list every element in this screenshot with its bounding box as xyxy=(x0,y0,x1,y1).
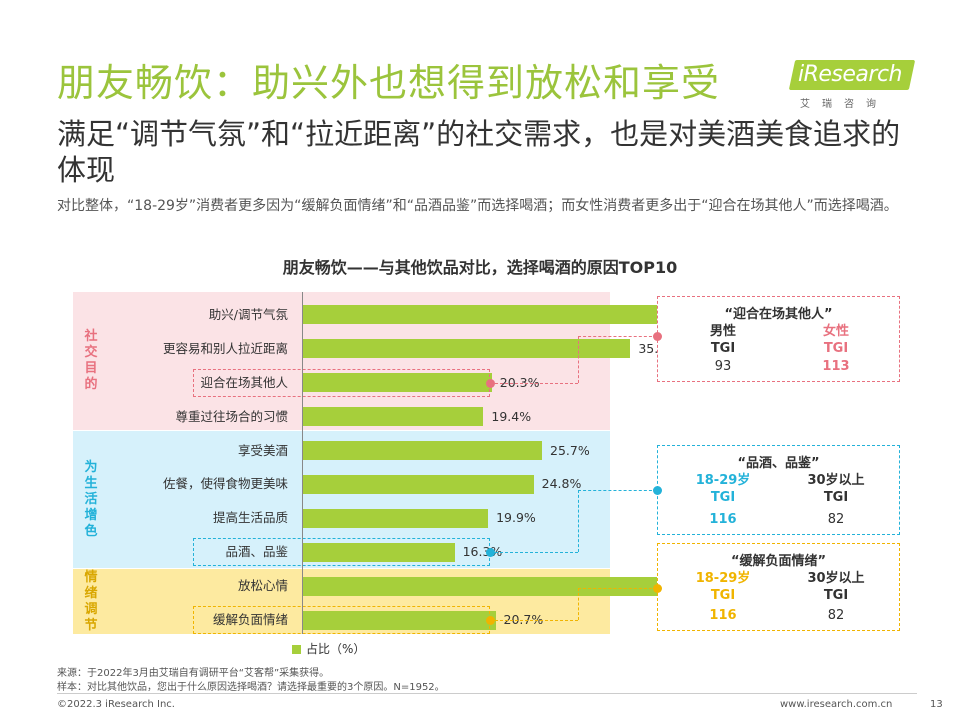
page-title: 朋友畅饮：助兴外也想得到放松和享受 xyxy=(57,61,721,105)
tgi-value: 113 xyxy=(822,359,850,374)
bar-category-label: 更容易和别人拉近距离 xyxy=(162,340,288,356)
bar xyxy=(303,542,455,562)
page-number: 13 xyxy=(930,699,943,710)
bar-category-label: 尊重过往场合的习惯 xyxy=(175,408,288,424)
copyright: ©2022.3 iResearch Inc. xyxy=(57,699,175,710)
tgi-column-header-line: 18-29岁 xyxy=(695,571,751,586)
connector-line xyxy=(578,490,657,491)
tgi-column-header: 女性 TGI xyxy=(781,323,891,357)
logo-subtext: 艾瑞咨询 xyxy=(800,99,888,110)
tgi-column-header: 30岁以上 TGI xyxy=(781,570,891,604)
tgi-value: 116 xyxy=(709,608,737,623)
legend-label: 占比（%） xyxy=(306,642,366,656)
connector-line xyxy=(578,490,579,553)
connector-dot xyxy=(653,332,662,341)
footer-divider xyxy=(57,693,917,694)
tgi-panel-title: “迎合在场其他人” xyxy=(724,307,833,322)
tgi-column-header-line: TGI xyxy=(823,341,849,356)
tgi-column-header-line: 18-29岁 xyxy=(695,473,751,488)
connector-line xyxy=(578,336,657,337)
iresearch-logo: iResearch 艾瑞咨询 xyxy=(788,48,916,110)
tgi-value: 82 xyxy=(827,512,845,527)
bar-value-label: 19.9% xyxy=(496,510,536,526)
bar-category-label: 缓解负面情绪 xyxy=(212,612,288,628)
bar-value-label: 20.3% xyxy=(499,374,540,390)
bar-category-label: 佐餐，使得食物更美味 xyxy=(162,476,288,492)
tgi-column-header-line: 男性 xyxy=(709,324,736,339)
bar xyxy=(303,339,631,359)
website: www.iresearch.com.cn xyxy=(780,699,893,710)
bar-category-label: 放松心情 xyxy=(237,578,288,594)
tgi-panel-title: “缓解负面情绪” xyxy=(730,554,827,569)
tgi-panel: “品酒、品鉴” 18-29岁 TGI 30岁以上 TGI 116 82 xyxy=(657,445,900,535)
bar xyxy=(303,373,492,393)
tgi-column-header: 18-29岁 TGI xyxy=(668,472,778,506)
tgi-value: 82 xyxy=(827,608,845,623)
tgi-column-header-line: 30岁以上 xyxy=(807,571,865,586)
connector-line xyxy=(578,336,579,383)
logo-text: iResearch xyxy=(798,62,903,87)
highlight-box xyxy=(193,538,490,567)
connector-line xyxy=(490,382,578,384)
connector-line xyxy=(578,588,657,589)
tgi-column-header-line: TGI xyxy=(710,490,736,505)
chart-axis xyxy=(302,292,303,634)
tgi-column-header: 18-29岁 TGI xyxy=(668,570,778,604)
tgi-panel: “迎合在场其他人” 男性 TGI 女性 TGI 93 113 xyxy=(657,296,900,382)
bar-value-label: 20.7% xyxy=(503,612,544,628)
tgi-column-header-line: TGI xyxy=(710,341,736,356)
category-group-label: 为生活增色 xyxy=(84,459,98,539)
bar xyxy=(303,474,534,494)
connector-line xyxy=(578,588,579,621)
bar-category-label: 享受美酒 xyxy=(237,442,288,458)
bar xyxy=(303,610,496,630)
tgi-column-header: 男性 TGI xyxy=(668,323,778,357)
bar-category-label: 品酒、品鉴 xyxy=(225,544,288,560)
tgi-column-header-line: TGI xyxy=(823,490,849,505)
connector-line xyxy=(490,620,578,622)
tgi-column-header-line: TGI xyxy=(710,588,736,603)
bar xyxy=(303,508,489,528)
tgi-column-header-line: TGI xyxy=(823,588,849,603)
bar-category-label: 提高生活品质 xyxy=(212,510,288,526)
category-group-label: 社交目的 xyxy=(84,329,98,392)
bar-value-label: 25.7% xyxy=(550,442,590,458)
tgi-column-header-line: 女性 xyxy=(822,324,849,339)
connector-dot xyxy=(653,486,662,495)
connector-dot xyxy=(653,584,662,593)
bar-value-label: 19.4% xyxy=(491,408,532,424)
chart-legend: 占比（%） xyxy=(292,640,365,657)
bar-category-label: 迎合在场其他人 xyxy=(200,374,288,390)
tgi-panel-title: “品酒、品鉴” xyxy=(737,456,820,471)
category-group-label: 情绪调节 xyxy=(84,569,98,633)
highlight-box xyxy=(193,606,490,635)
highlight-box xyxy=(193,368,490,397)
tgi-column-header-line: 30岁以上 xyxy=(807,473,865,488)
tgi-column-header: 30岁以上 TGI xyxy=(781,472,891,506)
page-description: 对比整体，“18-29岁”消费者更多因为“缓解负面情绪”和“品酒品鉴”而选择喝酒… xyxy=(57,198,898,214)
page-subtitle: 满足“调节气氛”和“拉近距离”的社交需求，也是对美酒美食追求的体现 xyxy=(57,117,901,187)
bar-category-label: 助兴/调节气氛 xyxy=(208,306,288,322)
chart-title: 朋友畅饮——与其他饮品对比，选择喝酒的原因TOP10 xyxy=(282,258,678,277)
tgi-panel: “缓解负面情绪” 18-29岁 TGI 30岁以上 TGI 116 82 xyxy=(657,543,900,631)
tgi-value: 116 xyxy=(709,512,737,527)
bar xyxy=(303,305,671,325)
sample-note: 样本：对比其他饮品，您出于什么原因选择喝酒？请选择最重要的3个原因。N=1952… xyxy=(57,682,445,693)
connector-line xyxy=(490,552,578,554)
bar xyxy=(303,407,484,427)
source-note: 来源：于2022年3月由艾瑞自有调研平台“艾客帮”采集获得。 xyxy=(57,668,330,679)
tgi-value: 93 xyxy=(714,359,732,374)
bar xyxy=(303,576,664,596)
legend-swatch xyxy=(292,645,301,654)
bar xyxy=(303,441,542,461)
bar-value-label: 24.8% xyxy=(541,476,582,492)
